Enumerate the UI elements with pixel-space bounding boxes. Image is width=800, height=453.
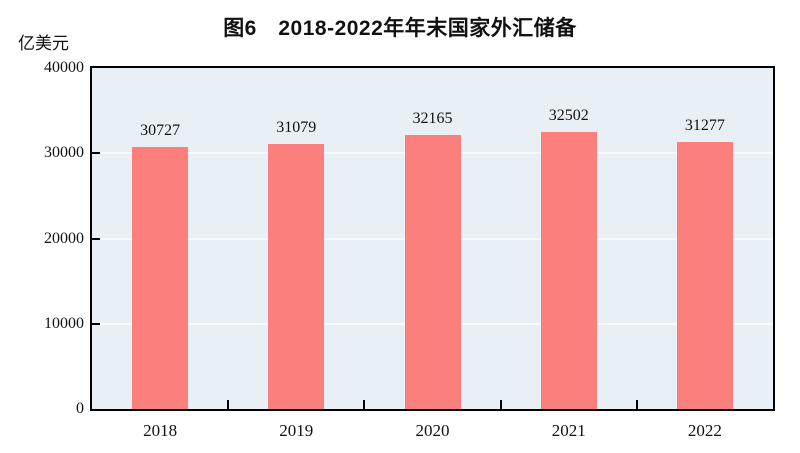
y-axis-label-10000: 10000 <box>44 314 84 332</box>
value-label-2022: 31277 <box>684 117 725 135</box>
value-label-2020: 32165 <box>412 109 453 127</box>
value-label-2018: 30727 <box>140 122 181 140</box>
bar-2021 <box>540 131 597 409</box>
x-axis-label-2021: 2021 <box>551 421 586 440</box>
bar-2018 <box>132 147 189 409</box>
value-label-2019: 31079 <box>276 119 317 137</box>
x-axis-label-2020: 2020 <box>415 421 450 440</box>
value-label-2021: 32502 <box>548 106 589 124</box>
y-tick-mark-20000 <box>92 237 100 240</box>
y-axis-unit-label: 亿美元 <box>18 34 69 53</box>
chart-title: 图6 2018-2022年年末国家外汇储备 <box>223 17 577 40</box>
bar-2020 <box>404 134 461 409</box>
bar-2022 <box>676 142 733 409</box>
y-tick-mark-10000 <box>92 322 100 325</box>
x-tick-mark-4 <box>635 400 638 409</box>
x-tick-mark-2 <box>363 400 366 409</box>
y-axis-label-40000: 40000 <box>44 59 84 76</box>
bar-2019 <box>268 144 325 409</box>
plot-area: 30727 31079 32165 32502 31277 <box>90 66 775 411</box>
x-axis-label-2018: 2018 <box>143 421 178 440</box>
y-tick-mark-30000 <box>92 152 100 155</box>
y-axis-label-20000: 20000 <box>44 229 84 247</box>
y-axis-label-30000: 30000 <box>44 144 84 162</box>
x-tick-mark-3 <box>499 400 502 409</box>
x-axis-label-2019: 2019 <box>279 421 314 440</box>
x-tick-mark-1 <box>227 400 230 409</box>
y-axis-label-0: 0 <box>76 400 84 417</box>
x-axis-label-2022: 2022 <box>687 421 722 440</box>
